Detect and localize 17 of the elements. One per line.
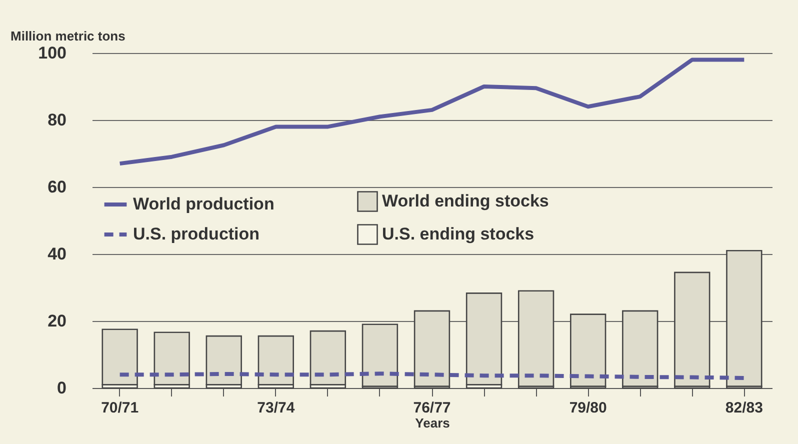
y-tick-label: 0 xyxy=(57,378,66,398)
y-axis-title: Million metric tons xyxy=(10,28,126,44)
y-tick-label: 60 xyxy=(48,178,66,196)
x-tick-label: 70/71 xyxy=(101,400,139,416)
legend-label: World ending stocks xyxy=(382,192,549,210)
x-tick-label: 76/77 xyxy=(413,400,451,416)
legend-label: U.S. production xyxy=(133,224,260,244)
x-axis-title: Years xyxy=(415,416,450,430)
x-tick-label: 82/83 xyxy=(725,400,763,416)
x-tick-label: 79/80 xyxy=(569,400,607,416)
y-tick-label: 100 xyxy=(38,44,66,62)
x-tick-label: 73/74 xyxy=(257,400,296,416)
y-tick-label: 20 xyxy=(48,312,66,330)
legend-label: U.S. ending stocks xyxy=(382,224,534,244)
legend-label: World production xyxy=(133,194,274,214)
y-tick-label: 80 xyxy=(48,110,66,130)
y-tick-label: 40 xyxy=(48,244,66,264)
